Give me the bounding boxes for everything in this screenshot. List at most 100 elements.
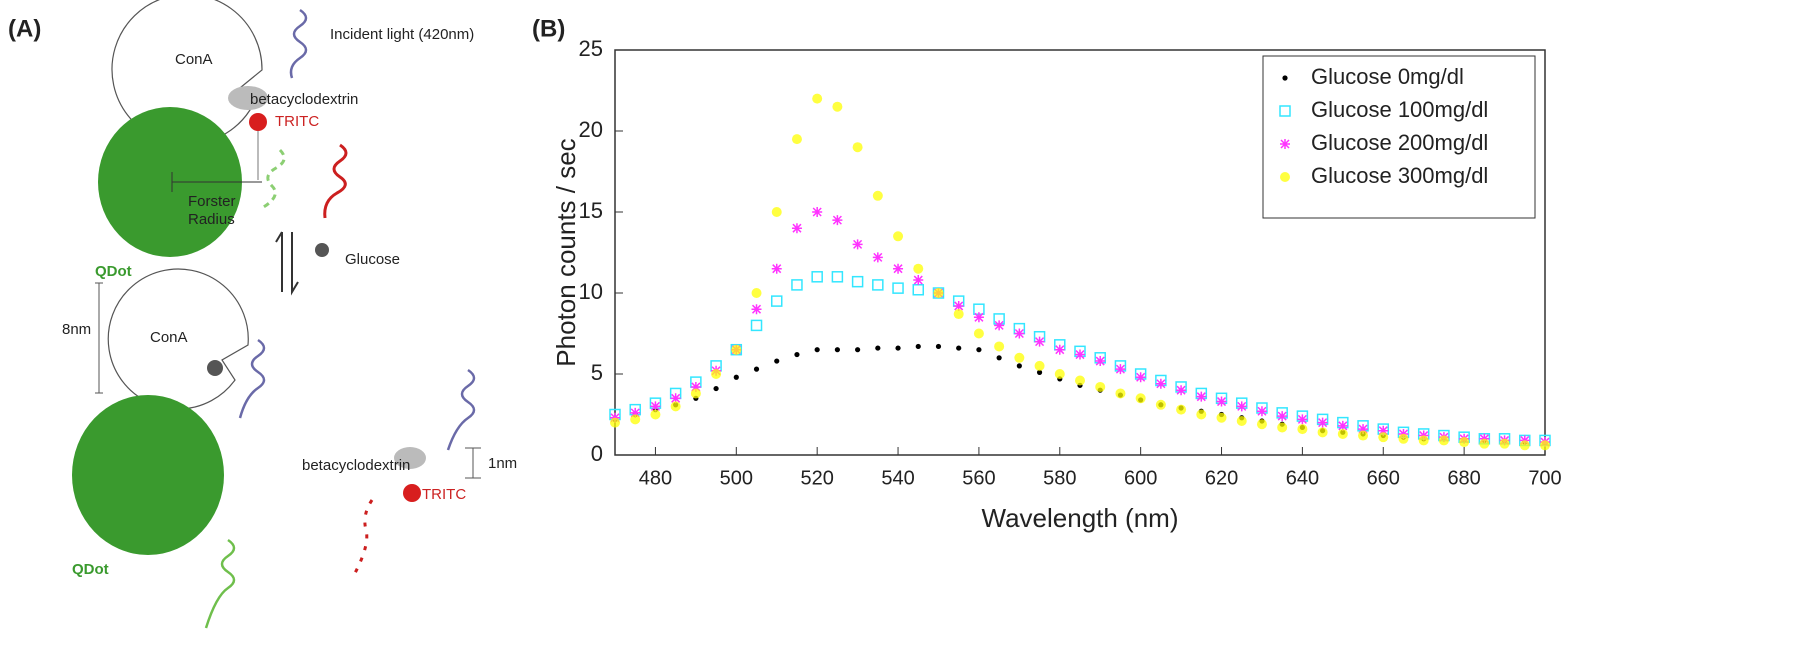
point	[852, 142, 863, 153]
point	[791, 223, 802, 234]
point	[713, 385, 719, 392]
point	[1236, 401, 1247, 412]
point	[976, 347, 982, 353]
point	[610, 417, 620, 428]
y-tick-label: 15	[579, 198, 603, 223]
point	[814, 347, 820, 353]
point	[1054, 344, 1065, 355]
label: 1nm	[488, 455, 517, 472]
point	[1176, 404, 1187, 415]
label: ConA	[150, 329, 188, 346]
point	[855, 347, 861, 353]
point	[791, 279, 803, 291]
point	[1155, 378, 1166, 389]
y-tick-label: 10	[579, 279, 603, 304]
y-tick-label: 20	[579, 117, 603, 142]
point	[872, 190, 883, 201]
point	[771, 207, 782, 217]
point	[1036, 369, 1043, 375]
point	[690, 388, 701, 399]
point	[1034, 360, 1045, 371]
point	[994, 341, 1005, 352]
y-tick-label: 5	[591, 360, 603, 385]
dimension	[465, 447, 481, 479]
point	[1196, 409, 1207, 420]
point	[872, 279, 884, 291]
point	[1236, 415, 1247, 426]
point	[1135, 393, 1146, 404]
x-tick-label: 580	[1043, 467, 1076, 489]
label: betacyclodextrin	[250, 91, 358, 108]
wave-arrow	[446, 368, 476, 451]
point	[851, 275, 864, 288]
label: Incident light (420nm)	[330, 26, 474, 43]
x-tick-label: 640	[1286, 467, 1319, 489]
point	[875, 345, 881, 351]
equilibrium-arrows	[275, 231, 299, 296]
label: QDot	[72, 561, 109, 578]
point	[935, 343, 942, 350]
legend-marker	[1280, 172, 1290, 182]
label: TRITC	[422, 486, 466, 503]
point	[953, 300, 964, 311]
point	[1519, 440, 1530, 451]
point	[1277, 422, 1288, 433]
x-tick-label: 540	[881, 467, 914, 489]
point	[1176, 385, 1187, 396]
beta-shape	[228, 86, 268, 110]
point	[996, 355, 1002, 361]
legend-marker	[1282, 75, 1288, 81]
wave-arrow	[352, 499, 374, 576]
point	[650, 401, 661, 412]
point	[1115, 364, 1126, 375]
point	[1115, 388, 1126, 399]
point	[994, 320, 1005, 331]
point	[1075, 375, 1085, 386]
point	[834, 347, 840, 353]
x-axis-label: Wavelength (nm)	[982, 503, 1179, 533]
x-tick-label: 600	[1124, 467, 1157, 489]
wave-arrow	[289, 8, 308, 79]
legend-box	[1262, 55, 1536, 219]
legend-label: Glucose 300mg/dl	[1311, 163, 1488, 188]
point	[1216, 412, 1227, 423]
point	[770, 295, 783, 307]
point	[1358, 430, 1369, 441]
label: Glucose	[345, 251, 400, 268]
panel-label: (B)	[532, 15, 565, 42]
point	[650, 409, 661, 420]
point	[892, 282, 904, 294]
diagram: Incident light (420nm) ConA betacyclodex…	[62, 0, 517, 629]
x-tick-label: 480	[639, 467, 672, 489]
legend-label: Glucose 0mg/dl	[1311, 64, 1464, 89]
point	[811, 271, 823, 283]
point	[832, 215, 843, 226]
wave-arrow	[323, 143, 348, 219]
legend-label: Glucose 100mg/dl	[1311, 97, 1488, 122]
point	[774, 358, 780, 364]
point	[1378, 425, 1389, 436]
label: Forster	[188, 193, 236, 210]
wave-arrow	[204, 538, 236, 629]
point	[912, 284, 925, 296]
point	[895, 345, 901, 351]
x-tick-label: 700	[1528, 467, 1561, 489]
point	[832, 101, 843, 112]
point	[1418, 435, 1429, 446]
glucose-dot	[207, 360, 223, 376]
legend-label: Glucose 200mg/dl	[1311, 130, 1488, 155]
legend-marker	[1280, 139, 1290, 149]
forster-line	[171, 172, 262, 192]
point	[794, 351, 800, 358]
point	[1499, 438, 1510, 449]
point	[1054, 369, 1065, 379]
point	[893, 263, 904, 274]
point	[1398, 433, 1409, 444]
point	[1014, 352, 1025, 363]
point	[1479, 438, 1490, 449]
point	[731, 344, 742, 355]
point	[1256, 419, 1267, 430]
point	[913, 263, 924, 274]
point	[1016, 363, 1022, 369]
point	[791, 134, 802, 145]
